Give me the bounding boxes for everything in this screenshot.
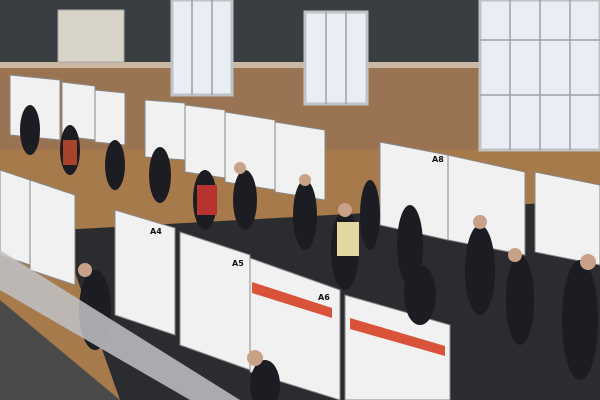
poster-board bbox=[0, 169, 31, 266]
window-muntins bbox=[191, 0, 600, 150]
poster-label: A5 bbox=[232, 259, 244, 268]
railing bbox=[0, 250, 240, 400]
vent-panel bbox=[57, 9, 125, 63]
poster-label: A4 bbox=[150, 227, 162, 236]
posters bbox=[0, 74, 600, 400]
faces bbox=[78, 162, 596, 366]
poster-board bbox=[274, 121, 326, 201]
poster-board bbox=[534, 171, 600, 266]
windows bbox=[170, 0, 600, 152]
poster-board bbox=[29, 179, 76, 286]
poster-label: A8 bbox=[432, 155, 444, 164]
people bbox=[20, 105, 598, 400]
poster-board bbox=[114, 209, 176, 336]
railing-shadow bbox=[0, 300, 120, 400]
window bbox=[170, 0, 234, 97]
window bbox=[303, 10, 369, 106]
poster-board bbox=[447, 154, 526, 256]
poster-label: A6 bbox=[318, 293, 330, 302]
wall-trim bbox=[0, 62, 600, 68]
poster-headers bbox=[252, 282, 445, 356]
poster-board bbox=[94, 89, 126, 146]
poster-board bbox=[184, 104, 226, 179]
colored-clothing bbox=[63, 140, 359, 256]
